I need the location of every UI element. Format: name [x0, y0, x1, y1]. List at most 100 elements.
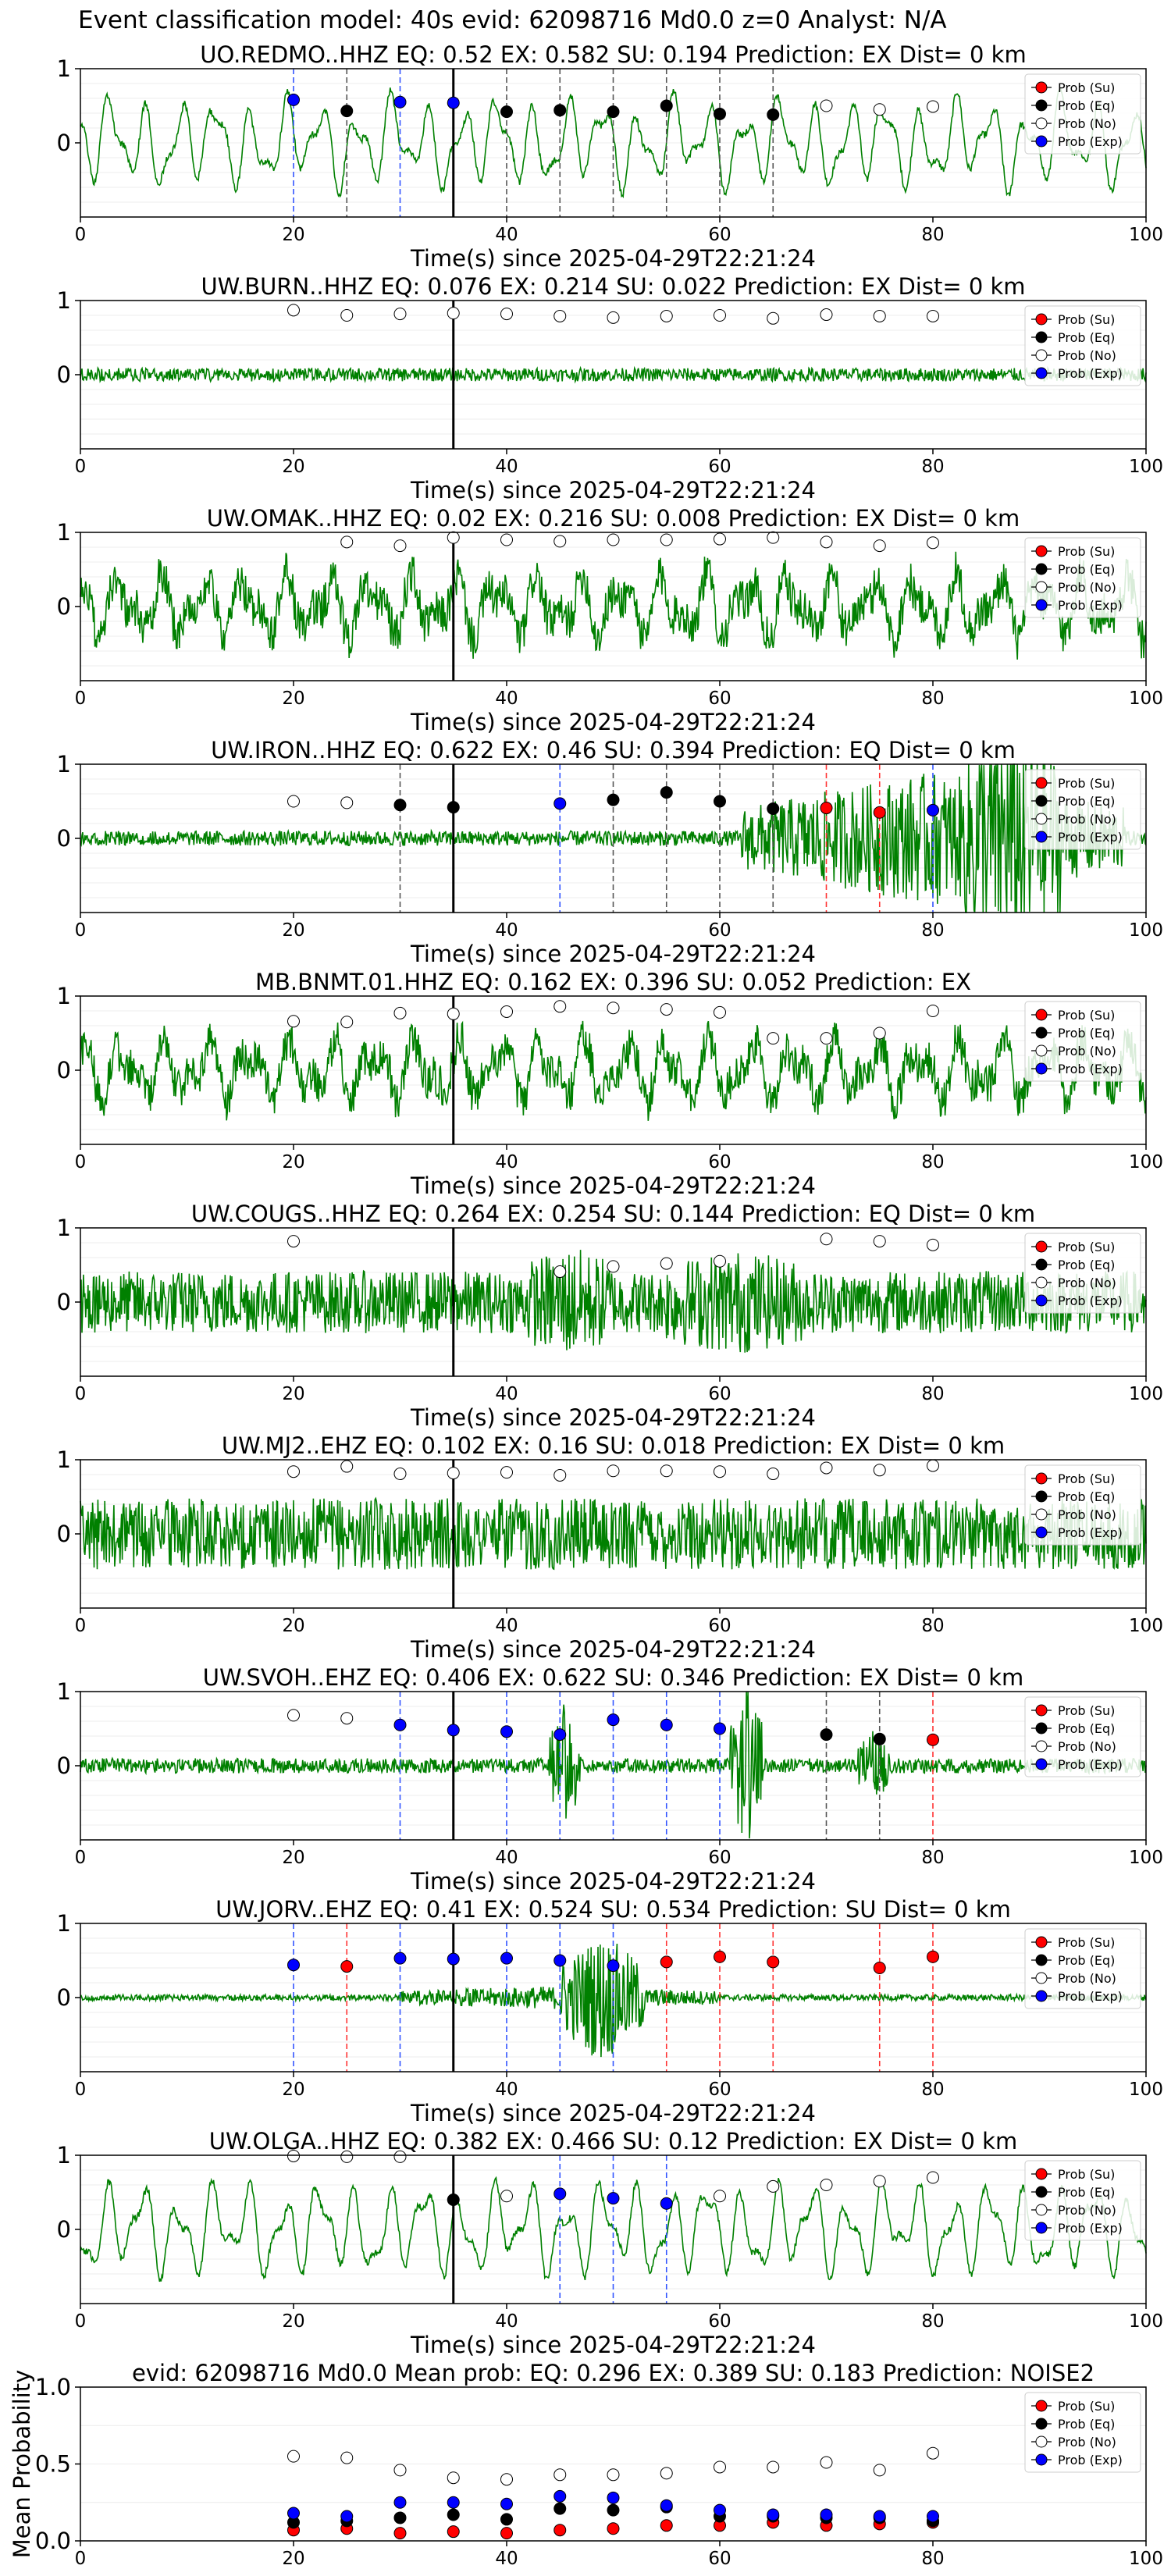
prob-point-su: [767, 1955, 780, 1969]
x-tick-label: 20: [282, 1616, 304, 1636]
x-tick-label: 60: [708, 688, 731, 709]
x-tick-label: 40: [495, 2080, 518, 2100]
legend-label: Prob (Su): [1058, 776, 1115, 791]
x-tick-label: 40: [495, 1616, 518, 1636]
legend-label: Prob (No): [1058, 812, 1116, 827]
mean-point-no: [447, 2471, 460, 2485]
prob-point-no: [927, 2171, 939, 2184]
prob-point-exp: [927, 803, 939, 817]
x-axis-label: Time(s) since 2025-04-29T22:21:24: [410, 709, 816, 735]
y-tick-label: 0: [57, 593, 71, 620]
x-tick-label: 100: [1129, 2311, 1163, 2332]
legend-label: Prob (Exp): [1058, 1757, 1123, 1772]
y-tick-label: 1: [57, 751, 71, 777]
prob-point-exp: [553, 2187, 567, 2201]
prob-point-no: [500, 1466, 513, 1479]
legend-marker: [1035, 795, 1048, 807]
prob-point-no: [873, 539, 886, 553]
legend-marker: [1035, 2400, 1048, 2412]
prob-point-no: [500, 533, 513, 546]
prob-point-no: [820, 1233, 833, 1246]
legend-label: Prob (Exp): [1058, 1293, 1123, 1308]
x-tick-label: 60: [708, 920, 731, 941]
x-tick-label: 20: [282, 920, 304, 941]
legend-marker: [1035, 1294, 1048, 1307]
legend-marker: [1035, 1472, 1048, 1485]
legend-box: [1024, 2160, 1141, 2241]
legend-marker: [1035, 1954, 1048, 1966]
legend-marker: [1035, 1490, 1048, 1503]
mean-point-eq: [607, 2503, 620, 2517]
panel-4: 0 20 40 60 80 100 1 0 UW.IRON..HHZ EQ: 0.622 EX:…: [57, 737, 1163, 967]
prob-point-exp: [447, 1724, 460, 1737]
waveform-trace: [80, 1691, 1147, 1839]
mean-point-no: [340, 2451, 354, 2464]
x-tick-label: 60: [708, 2311, 731, 2332]
prob-point-no: [500, 1005, 513, 1018]
legend-label: Prob (Eq): [1058, 330, 1115, 345]
prob-point-eq: [714, 107, 726, 120]
panel-8: 0 20 40 60 80 100 1 0 UW.SVOH..EHZ EQ: 0.406 EX:…: [57, 1664, 1163, 1895]
mean-point-no: [660, 2467, 673, 2480]
prob-point-eq: [607, 105, 620, 119]
y-tick-label: 1: [57, 1215, 71, 1241]
mean-point-su: [607, 2522, 620, 2535]
legend-marker: [1035, 2204, 1048, 2216]
x-tick-label: 0: [75, 688, 87, 709]
legend-marker: [1035, 1972, 1048, 1984]
prob-point-no: [927, 536, 939, 550]
x-axis-label: Time(s) since 2025-04-29T22:21:24: [410, 1636, 816, 1663]
prob-point-eq: [767, 108, 780, 121]
x-tick-label: 0: [75, 225, 87, 245]
legend-marker: [1035, 367, 1048, 379]
legend-box: [1024, 537, 1141, 618]
waveform-trace: [80, 551, 1147, 660]
x-tick-label: 80: [921, 2311, 944, 2332]
prob-point-exp: [553, 797, 567, 810]
x-tick-label: 20: [282, 2080, 304, 2100]
legend-label: Prob (Exp): [1058, 1525, 1123, 1540]
legend-marker: [1035, 81, 1048, 94]
y-tick-label: 0: [57, 1289, 71, 1315]
mean-point-eq: [393, 2511, 407, 2524]
y-tick-label: 0: [57, 1057, 71, 1083]
legend-label: Prob (Exp): [1058, 598, 1123, 613]
y-tick-label: 0: [57, 2216, 71, 2243]
prob-point-no: [340, 1460, 354, 1473]
legend-label: Prob (No): [1058, 1276, 1116, 1290]
mean-point-no: [767, 2460, 780, 2474]
x-tick-label: 100: [1129, 920, 1163, 941]
prob-point-no: [714, 532, 726, 546]
legend-marker: [1035, 99, 1048, 112]
legend-label: Prob (Su): [1058, 1471, 1115, 1486]
y-tick-label: 1: [57, 983, 71, 1009]
prob-point-eq: [607, 793, 620, 806]
legend-marker: [1035, 813, 1048, 825]
legend-label: Prob (Su): [1058, 80, 1115, 95]
prob-point-eq: [447, 801, 460, 814]
prob-point-no: [287, 795, 300, 808]
y-axis-label: Mean Probability: [9, 2370, 35, 2559]
prob-point-no: [714, 1254, 726, 1268]
x-axis-label: Time(s) since 2025-04-29T22:21:24: [410, 477, 816, 503]
prob-point-no: [340, 1712, 354, 1725]
legend-label: Prob (Eq): [1058, 2417, 1115, 2432]
prob-point-no: [714, 1465, 726, 1478]
x-tick-label: 40: [495, 2311, 518, 2332]
legend-marker: [1035, 1508, 1048, 1521]
mean-point-no: [393, 2464, 407, 2477]
x-tick-label: 100: [1129, 457, 1163, 477]
panel-10: 0 20 40 60 80 100 1 0 UW.OLGA..HHZ EQ: 0.382 EX:…: [57, 2128, 1163, 2358]
prob-point-no: [927, 100, 939, 113]
x-tick-label: 100: [1129, 1384, 1163, 1404]
prob-point-eq: [767, 802, 780, 815]
mean-point-eq: [500, 2513, 513, 2526]
legend-label: Prob (Eq): [1058, 1721, 1115, 1736]
prob-point-exp: [660, 1718, 673, 1731]
legend-marker: [1035, 1936, 1048, 1948]
prob-point-no: [553, 1468, 567, 1482]
x-tick-label: 40: [495, 1384, 518, 1404]
prob-point-no: [553, 1000, 567, 1013]
y-tick-label: 0: [57, 1984, 71, 2011]
x-tick-label: 80: [921, 225, 944, 245]
